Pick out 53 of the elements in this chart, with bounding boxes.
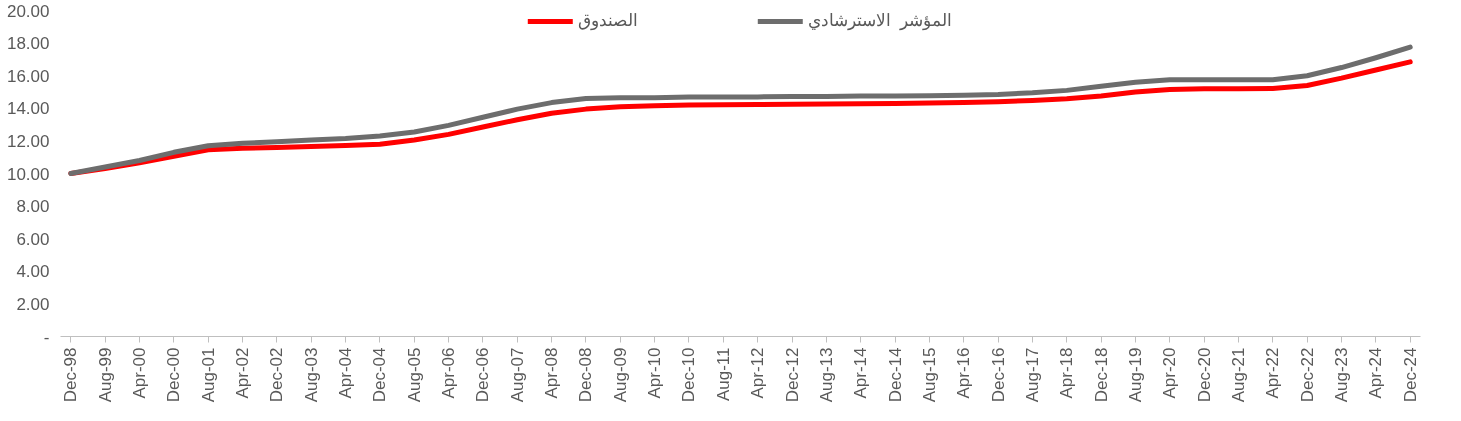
x-tick-label: Aug-23 bbox=[1332, 347, 1352, 403]
y-tick-label: 4.00 bbox=[16, 262, 50, 282]
x-tick-label: Apr-20 bbox=[1160, 347, 1180, 399]
x-tick-label: Apr-00 bbox=[129, 347, 149, 399]
y-tick-label: 6.00 bbox=[16, 229, 50, 249]
x-tick-label: Dec-00 bbox=[164, 347, 184, 403]
x-tick-label: Aug-19 bbox=[1125, 347, 1145, 403]
x-tick-label: Apr-06 bbox=[439, 347, 459, 399]
y-tick-label: 8.00 bbox=[16, 197, 50, 217]
y-tick-label: 18.00 bbox=[6, 34, 50, 54]
x-tick-label: Dec-12 bbox=[782, 347, 802, 403]
x-tick-label: Aug-01 bbox=[198, 347, 218, 403]
x-tick-label: Aug-21 bbox=[1228, 347, 1248, 403]
y-tick-label: 16.00 bbox=[6, 66, 50, 86]
x-tick-label: Apr-24 bbox=[1366, 347, 1386, 399]
x-tick-label: Dec-04 bbox=[370, 347, 390, 403]
legend-label: المؤشر الاسترشادي bbox=[807, 10, 953, 31]
x-tick-label: Dec-08 bbox=[576, 347, 596, 403]
x-tick-label: Dec-24 bbox=[1400, 347, 1420, 403]
x-tick-label: Dec-22 bbox=[1297, 347, 1317, 403]
x-tick-label: Apr-12 bbox=[748, 347, 768, 399]
x-tick-label: Dec-16 bbox=[988, 347, 1008, 403]
y-tick-label: 12.00 bbox=[6, 131, 50, 151]
x-tick-label: Aug-11 bbox=[713, 347, 733, 402]
x-tick-label: Dec-20 bbox=[1194, 347, 1214, 403]
x-tick-label: Dec-98 bbox=[61, 347, 81, 403]
y-tick-label: 10.00 bbox=[6, 164, 50, 184]
x-tick-label: Apr-10 bbox=[645, 347, 665, 399]
x-tick-label: Aug-05 bbox=[404, 347, 424, 403]
x-tick-label: Apr-02 bbox=[233, 347, 253, 399]
x-tick-label: Aug-15 bbox=[919, 347, 939, 403]
x-tick-label: Aug-13 bbox=[816, 347, 836, 403]
x-tick-label: Dec-10 bbox=[679, 347, 699, 403]
y-tick-label: 20.00 bbox=[6, 1, 50, 21]
x-tick-label: Aug-99 bbox=[95, 347, 115, 403]
x-tick-label: Dec-18 bbox=[1091, 347, 1111, 403]
x-tick-label: Apr-14 bbox=[851, 347, 871, 399]
y-tick-label: 14.00 bbox=[6, 99, 50, 119]
x-tick-label: Apr-18 bbox=[1057, 347, 1077, 399]
y-tick-label: - bbox=[43, 327, 50, 347]
x-tick-label: Dec-02 bbox=[267, 347, 287, 403]
x-tick-label: Apr-16 bbox=[954, 347, 974, 399]
y-tick-label: 2.00 bbox=[16, 294, 50, 314]
x-tick-label: Apr-08 bbox=[542, 347, 562, 399]
x-tick-label: Dec-06 bbox=[473, 347, 493, 403]
x-tick-label: Aug-09 bbox=[610, 347, 630, 403]
x-tick-label: Apr-22 bbox=[1263, 347, 1283, 399]
x-tick-label: Aug-17 bbox=[1022, 347, 1042, 403]
x-tick-label: Apr-04 bbox=[336, 347, 356, 399]
x-tick-label: Dec-14 bbox=[885, 347, 905, 403]
legend-label: الصندوق bbox=[577, 10, 638, 31]
x-tick-label: Aug-03 bbox=[301, 347, 321, 403]
x-tick-label: Aug-07 bbox=[507, 347, 527, 403]
